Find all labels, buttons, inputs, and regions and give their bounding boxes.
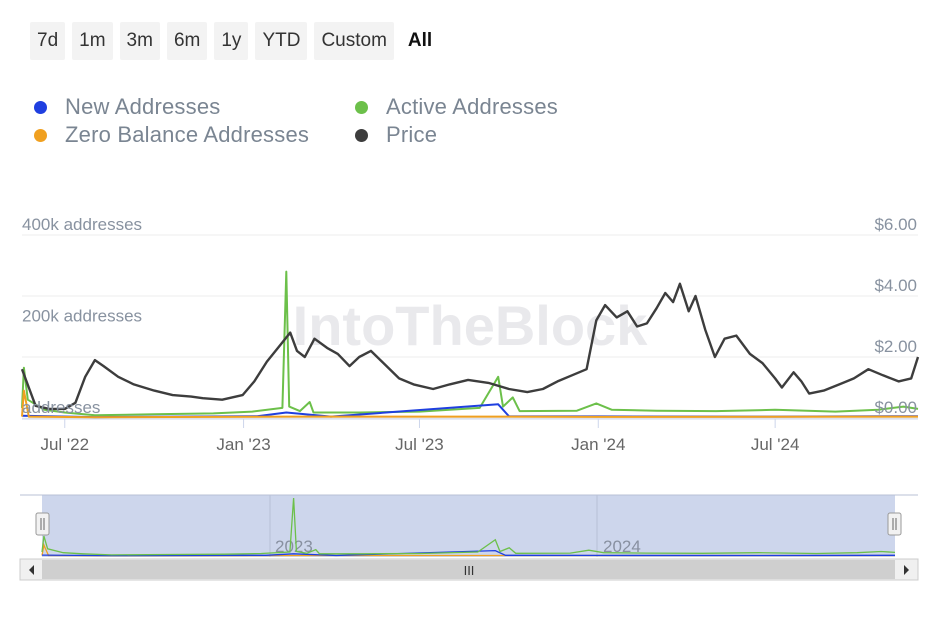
navigator-left-handle[interactable] [35,512,50,536]
navigator-mask [42,495,895,557]
scrollbar[interactable]: III [19,558,919,581]
right-axis-tick-label: $6.00 [874,215,917,234]
right-axis-tick-label: $2.00 [874,337,917,356]
left-axis-tick-label: 400k addresses [22,215,142,234]
range-button-1y[interactable]: 1y [214,22,249,60]
navigator-year-label: 2023 [275,537,313,556]
legend-marker-icon [34,100,47,114]
range-button-all[interactable]: All [407,30,433,51]
range-button-1m[interactable]: 1m [72,22,113,60]
legend-label: Active Addresses [386,94,558,119]
scrollbar-grip-icon[interactable]: III [464,563,475,578]
scroll-left-arrow-icon[interactable] [29,565,34,575]
legend-item-zero-balance-addresses[interactable]: Zero Balance Addresses [34,122,309,148]
left-axis-tick-label: addresses [22,398,100,417]
watermark: IntoTheBlock [293,294,649,357]
navigator[interactable]: 2023 2024 III [0,490,944,600]
legend-label: New Addresses [65,94,221,119]
legend-marker-icon [355,100,368,114]
navigator-series-active-addresses [41,497,896,556]
range-button-6m[interactable]: 6m [166,22,208,60]
navigator-year-label: 2024 [603,537,641,556]
legend-label: Zero Balance Addresses [65,122,310,147]
x-axis-tick-label: Jul '24 [751,435,800,454]
range-button-custom[interactable]: Custom [314,22,394,60]
legend-item-active-addresses[interactable]: Active Addresses [355,94,558,120]
legend: New Addresses Active Addresses Zero Bala… [34,94,734,154]
range-button-3m[interactable]: 3m [119,22,160,60]
left-axis-tick-label: 200k addresses [22,307,142,326]
main-chart[interactable]: IntoTheBlock 400k addresses 200k addresse… [0,0,944,470]
right-axis-tick-label: $0.00 [874,398,917,417]
legend-item-new-addresses[interactable]: New Addresses [34,94,220,120]
x-axis-tick-label: Jan '24 [571,435,625,454]
legend-marker-icon [355,128,368,142]
scroll-right-arrow-icon[interactable] [904,565,909,575]
series-line-price [20,282,920,411]
x-axis-tick-label: Jul '22 [40,435,89,454]
series-line-zero-balance-addresses [21,389,919,419]
legend-item-price[interactable]: Price [355,122,437,148]
range-button-7d[interactable]: 7d [30,22,66,60]
range-selector: 7d 1m 3m 6m 1y YTD Custom All [30,22,439,60]
x-axis-tick-label: Jan '23 [216,435,270,454]
scrollbar-thumb[interactable] [42,560,895,579]
x-axis-tick-label: Jul '23 [395,435,444,454]
range-button-ytd[interactable]: YTD [255,22,308,60]
legend-label: Price [386,122,438,147]
navigator-right-handle[interactable] [887,512,902,536]
legend-marker-icon [34,128,47,142]
right-axis-tick-label: $4.00 [874,276,917,295]
